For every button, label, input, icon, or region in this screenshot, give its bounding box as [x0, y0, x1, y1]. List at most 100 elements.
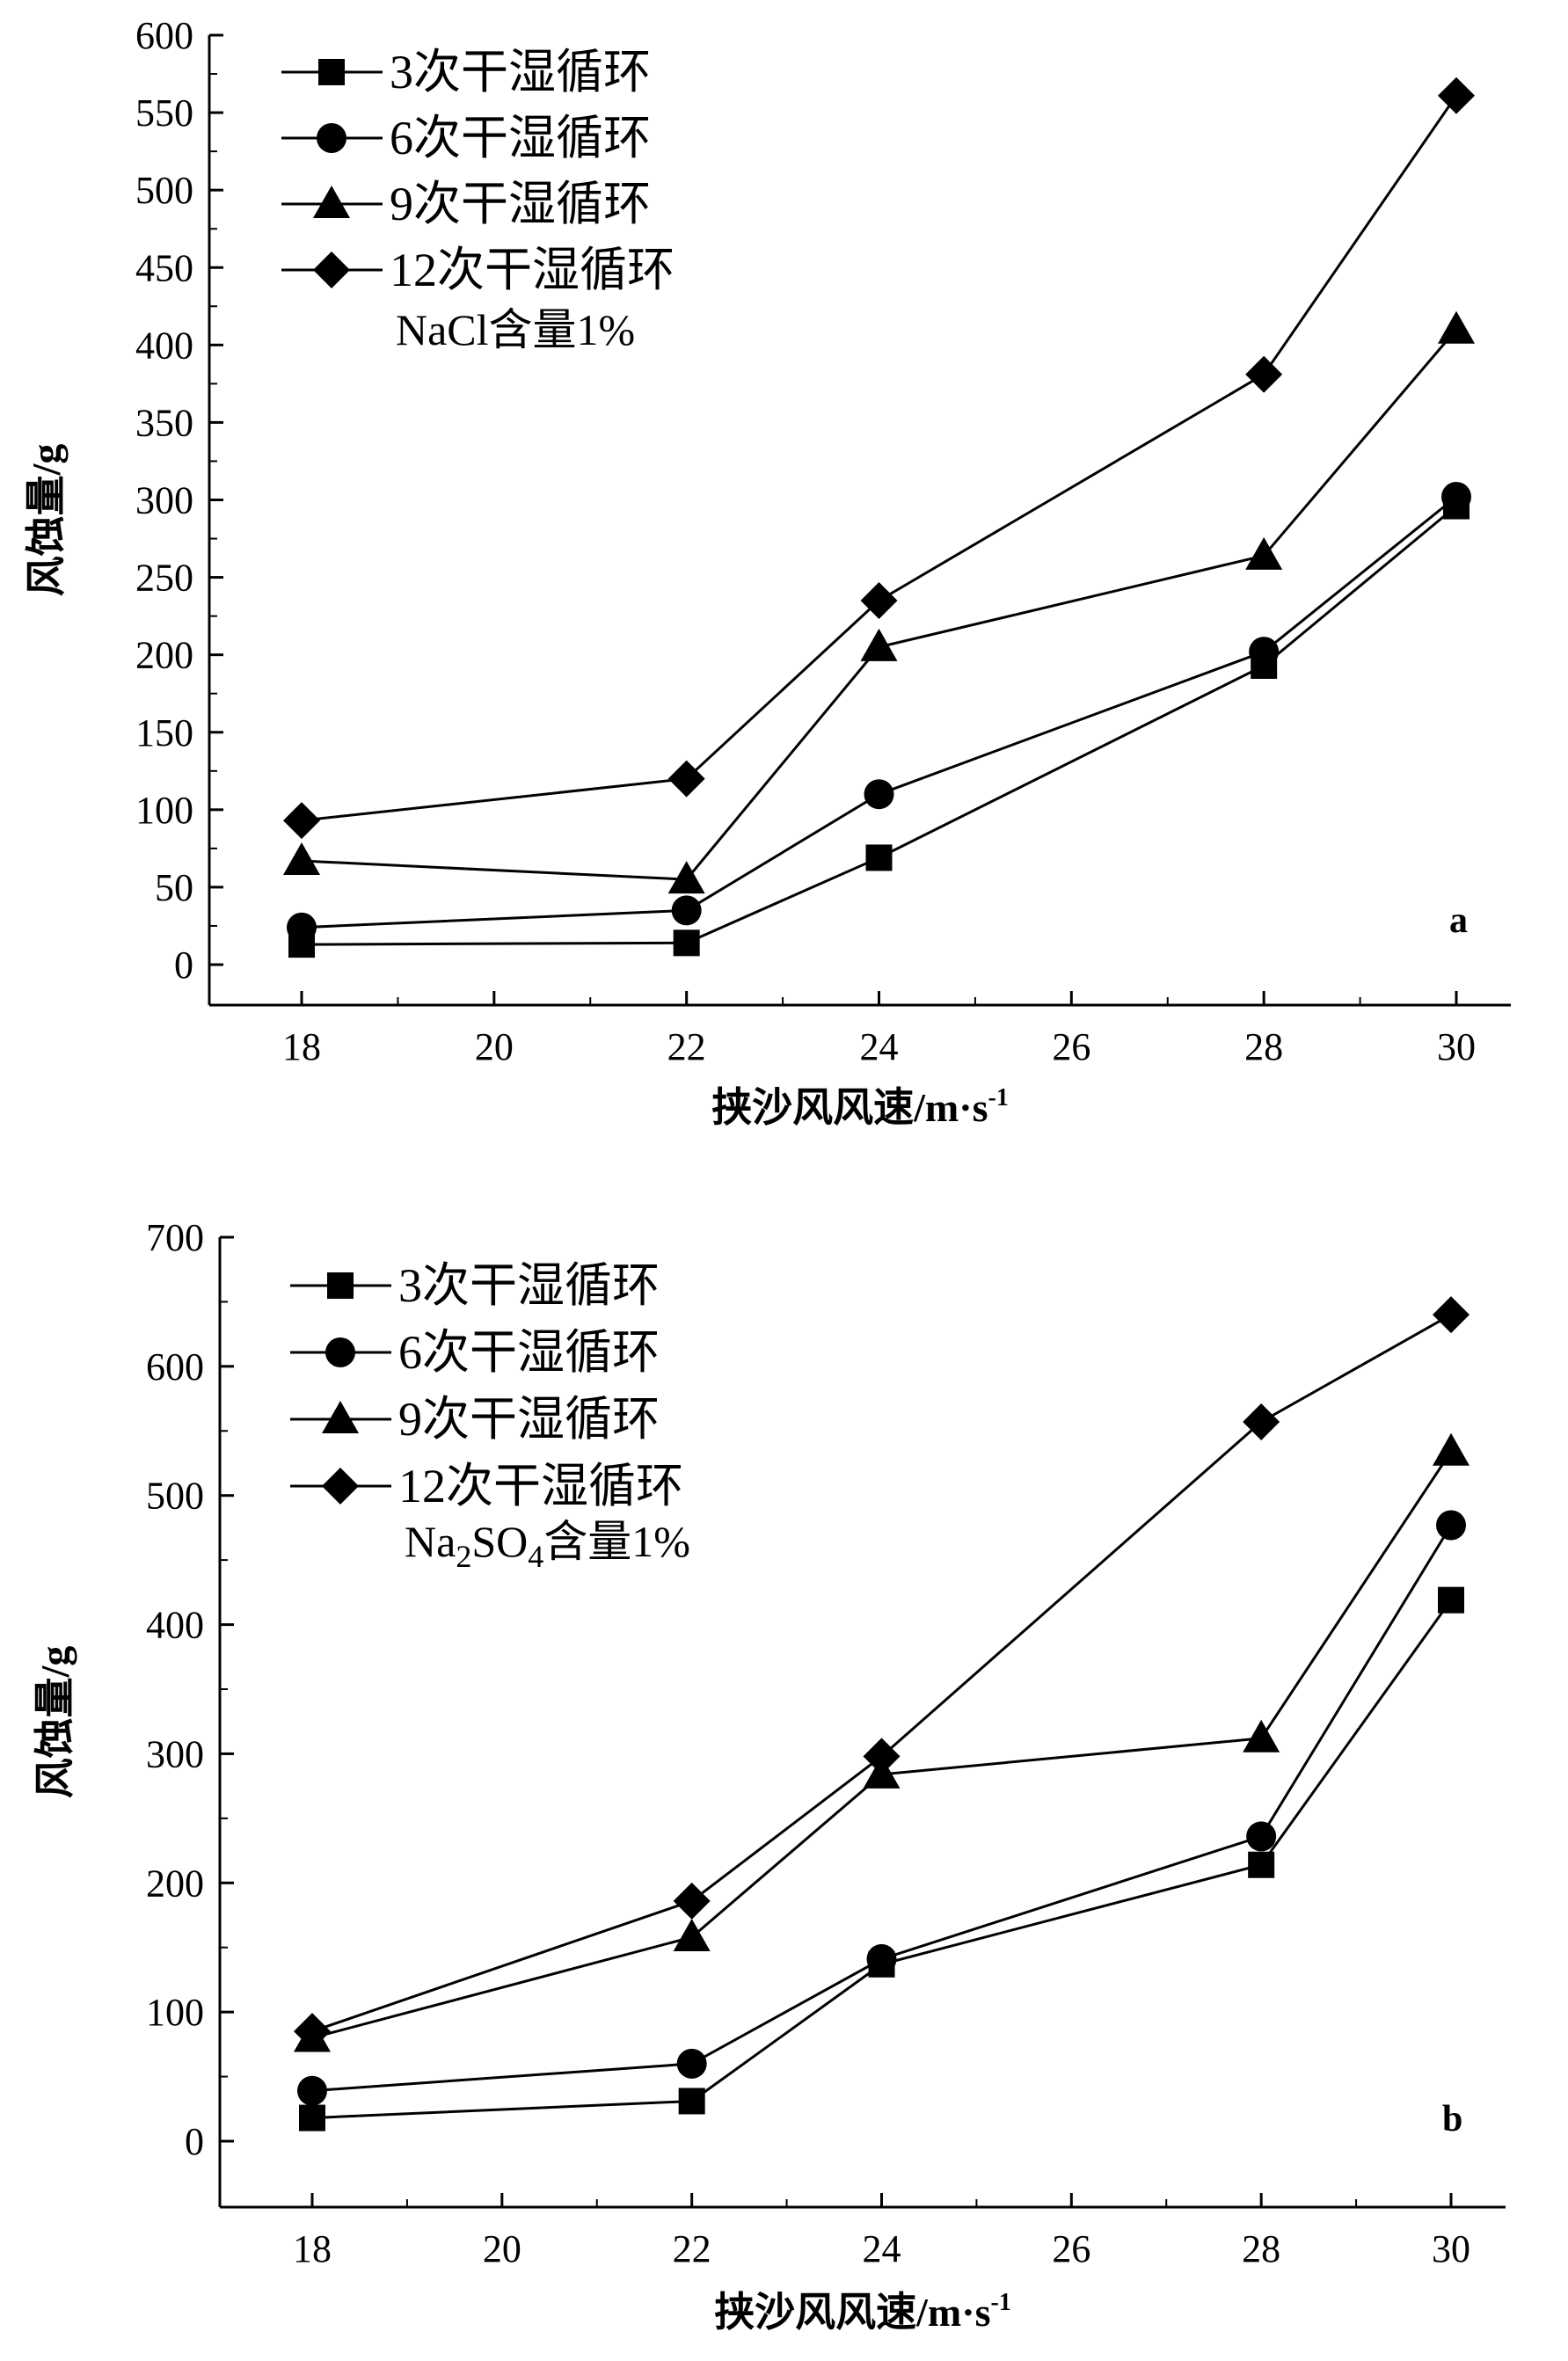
x-tick-label: 20 — [483, 2227, 521, 2270]
legend-entry: 3次干湿循环 — [390, 46, 651, 98]
data-point — [860, 628, 898, 661]
y-tick-label: 500 — [135, 169, 193, 212]
legend-entry: 9次干湿循环 — [390, 178, 651, 230]
x-tick-label: 18 — [282, 1025, 321, 1068]
data-point — [1441, 481, 1471, 512]
x-tick-label: 20 — [475, 1025, 514, 1068]
data-point — [865, 844, 893, 871]
y-tick-label: 250 — [135, 557, 193, 600]
legend-marker — [325, 1337, 355, 1367]
y-tick-label: 300 — [146, 1732, 204, 1775]
data-point — [866, 1943, 897, 1974]
annotation-part: 含量1% — [543, 1517, 690, 1566]
y-tick-label: 450 — [135, 246, 193, 289]
y-tick-label: 50 — [155, 866, 193, 909]
data-point — [287, 912, 317, 943]
x-tick-label: 30 — [1432, 2227, 1470, 2270]
series-line — [301, 505, 1457, 946]
x-axis-label: 挟沙风风速/m·s-1 — [714, 2289, 1011, 2335]
data-point — [671, 895, 702, 926]
data-point — [673, 929, 700, 957]
y-tick-label: 350 — [135, 401, 193, 444]
y-tick-label: 600 — [135, 14, 193, 57]
data-point — [1249, 637, 1280, 667]
data-point — [673, 1882, 711, 1920]
y-tick-label: 400 — [135, 324, 193, 367]
data-point — [667, 760, 705, 798]
data-point — [1438, 310, 1475, 344]
data-point — [673, 1918, 711, 1951]
data-point — [283, 842, 320, 875]
legend-entry: 12次干湿循环 — [390, 244, 675, 296]
panel-label: a — [1449, 900, 1468, 941]
data-point — [1436, 1510, 1466, 1541]
legend-entry: 6次干湿循环 — [390, 112, 651, 164]
data-point — [1246, 1821, 1277, 1852]
y-tick-label: 200 — [146, 1862, 204, 1905]
data-point — [678, 2088, 705, 2115]
y-axis-label: 风蚀量/g — [33, 1646, 77, 1799]
legend-marker — [313, 251, 350, 288]
x-tick-label: 22 — [673, 2227, 711, 2270]
data-point — [676, 2048, 707, 2079]
legend-marker — [322, 1468, 359, 1505]
legend-marker — [322, 1401, 359, 1433]
y-tick-label: 400 — [146, 1604, 204, 1647]
chart-panel-a: 0 50 100 150 200 250 300 350 400 450 500 550 600 18 20… — [24, 14, 1511, 1130]
data-point — [283, 802, 320, 840]
annotation-part: Na — [405, 1517, 456, 1566]
x-tick-label: 28 — [1244, 1025, 1283, 1068]
data-point — [860, 582, 898, 620]
legend-marker — [313, 186, 350, 218]
x-tick-label: 30 — [1437, 1025, 1476, 1068]
legend-marker — [318, 59, 345, 85]
y-tick-label: 700 — [146, 1216, 204, 1259]
panel-label: b — [1442, 2099, 1462, 2139]
y-tick-label: 100 — [135, 789, 193, 832]
x-tick-label: 28 — [1242, 2227, 1280, 2270]
legend-entry: 9次干湿循环 — [398, 1393, 660, 1446]
data-point — [1438, 1586, 1464, 1614]
x-axis-label-exponent: -1 — [988, 1084, 1009, 1111]
data-point — [1248, 1851, 1275, 1878]
annotation-part: 4 — [528, 1539, 543, 1574]
data-point — [864, 779, 894, 810]
legend-entry: 3次干湿循环 — [398, 1259, 660, 1312]
y-tick-label: 150 — [135, 711, 193, 754]
series-line — [311, 1524, 1453, 2093]
legend-marker — [327, 1272, 354, 1299]
x-tick-label: 18 — [293, 2227, 332, 2270]
legend-entry: 6次干湿循环 — [398, 1326, 660, 1379]
series-line — [311, 1599, 1453, 2120]
x-tick-label: 24 — [860, 1025, 899, 1068]
x-axis-label-exponent: -1 — [991, 2289, 1011, 2316]
y-tick-label: 0 — [185, 2120, 204, 2163]
data-point — [1243, 1719, 1280, 1753]
annotation-part: 2 — [456, 1539, 471, 1574]
data-point — [294, 2013, 331, 2051]
y-tick-label: 500 — [146, 1475, 204, 1518]
data-point — [667, 861, 705, 894]
data-point — [863, 1738, 901, 1775]
data-point — [1438, 77, 1475, 114]
data-point — [1433, 1296, 1470, 1334]
x-tick-label: 26 — [1052, 2227, 1090, 2270]
data-point — [1243, 1403, 1280, 1441]
y-tick-label: 550 — [135, 91, 193, 135]
legend-entry: 12次干湿循环 — [398, 1460, 683, 1512]
x-tick-label: 22 — [667, 1025, 706, 1068]
data-point — [1245, 536, 1283, 570]
x-axis-label: 挟沙风风速/m·s-1 — [711, 1084, 1009, 1130]
y-tick-label: 200 — [135, 634, 193, 677]
annotation-part: SO — [471, 1517, 528, 1566]
x-tick-label: 24 — [863, 2227, 901, 2270]
annotation: NaCl含量1% — [396, 305, 635, 354]
y-tick-label: 300 — [135, 479, 193, 522]
data-point — [297, 2075, 327, 2106]
legend-marker — [317, 123, 346, 153]
data-point — [1433, 1432, 1470, 1466]
y-tick-label: 100 — [146, 1991, 204, 2034]
data-point — [299, 2104, 325, 2131]
